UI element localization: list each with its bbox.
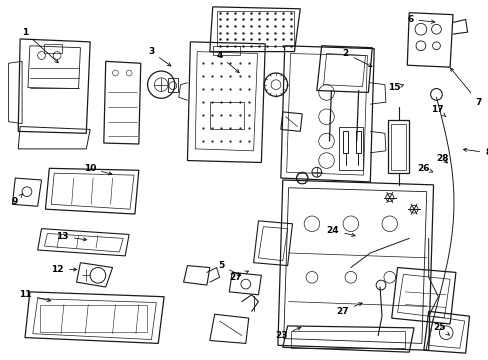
Bar	[290, 331, 405, 348]
Text: 9: 9	[12, 194, 23, 206]
Text: 8: 8	[463, 148, 488, 157]
Bar	[44, 44, 62, 53]
Text: 30: 30	[0, 359, 1, 360]
Text: 5: 5	[218, 261, 240, 276]
Bar	[390, 123, 406, 170]
Text: 1: 1	[21, 28, 58, 63]
Bar	[355, 131, 360, 153]
Text: 13: 13	[56, 232, 86, 241]
Text: 7: 7	[449, 68, 481, 107]
Text: 15: 15	[387, 83, 403, 92]
Text: 4: 4	[216, 51, 239, 73]
Text: 3: 3	[148, 47, 171, 66]
Bar	[40, 305, 146, 332]
Text: 26: 26	[416, 164, 432, 173]
Text: 2: 2	[342, 49, 371, 67]
Text: 17: 17	[430, 105, 445, 117]
Text: 24: 24	[326, 226, 354, 237]
Text: 21: 21	[0, 359, 1, 360]
Text: 25: 25	[433, 323, 448, 335]
Text: 23: 23	[275, 327, 300, 340]
Bar	[209, 102, 244, 129]
Text: 14: 14	[0, 359, 1, 360]
Text: 27: 27	[336, 303, 362, 316]
Bar	[212, 46, 240, 55]
Text: 12: 12	[51, 265, 77, 274]
Text: 28: 28	[436, 154, 448, 163]
Text: 6: 6	[407, 15, 434, 24]
Bar	[343, 131, 347, 153]
Text: 27: 27	[229, 271, 248, 282]
Text: 10: 10	[83, 164, 112, 175]
Text: 22: 22	[0, 359, 1, 360]
Bar	[387, 120, 408, 173]
Text: 20: 20	[0, 359, 1, 360]
Text: 16: 16	[0, 359, 1, 360]
Text: 11: 11	[20, 290, 51, 302]
Text: 18: 18	[0, 359, 1, 360]
Text: 19: 19	[0, 359, 1, 360]
Text: 29: 29	[0, 359, 1, 360]
Bar	[216, 11, 294, 46]
